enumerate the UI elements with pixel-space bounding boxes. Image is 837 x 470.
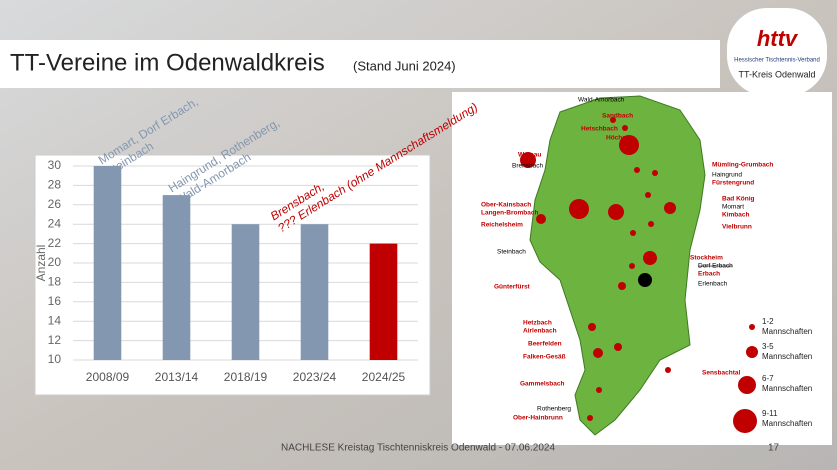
logo-org: Hessischer Tischtennis-Verband bbox=[734, 58, 820, 64]
title-bar bbox=[0, 40, 720, 88]
y-axis-label: Anzahl bbox=[34, 245, 48, 282]
y-tick-label: 12 bbox=[48, 333, 62, 347]
map-legend-label: Mannschaften bbox=[762, 352, 812, 361]
map-label: Mümling-Grumbach bbox=[712, 162, 773, 169]
map-legend-label: 9-11 bbox=[762, 409, 778, 418]
map-label: Sensbachtal bbox=[702, 370, 740, 377]
y-tick-label: 26 bbox=[48, 197, 62, 211]
bar bbox=[231, 224, 260, 360]
x-tick-label: 2013/14 bbox=[155, 370, 199, 384]
map-label: Höchst bbox=[606, 135, 629, 142]
bar bbox=[93, 166, 122, 360]
map-legend-label: 6-7 bbox=[762, 374, 774, 383]
y-tick-label: 18 bbox=[48, 275, 62, 289]
map-legend-label: Mannschaften bbox=[762, 327, 812, 336]
bar bbox=[162, 195, 191, 360]
map-label: Stockheim bbox=[690, 255, 723, 262]
logo bbox=[727, 8, 827, 96]
map-label: Haingrund bbox=[712, 172, 742, 179]
map-label: Ober-Hainbrunn bbox=[513, 415, 563, 422]
map-label: Fürstengrund bbox=[712, 180, 754, 187]
map-label: Bad König bbox=[722, 196, 755, 203]
map-label: Momart bbox=[722, 204, 744, 211]
map-legend-markers bbox=[733, 324, 758, 433]
map-label: Dorf Erbach bbox=[698, 263, 733, 270]
y-tick-label: 30 bbox=[48, 158, 62, 172]
map-label: Beerfelden bbox=[528, 341, 562, 348]
y-tick-label: 14 bbox=[48, 313, 62, 327]
x-tick-label: 2008/09 bbox=[86, 370, 130, 384]
x-tick-label: 2018/19 bbox=[224, 370, 268, 384]
x-tick-label: 2023/24 bbox=[293, 370, 337, 384]
map-label: Steinbach bbox=[497, 249, 526, 256]
map-label: Ober-Kainsbach bbox=[481, 202, 531, 209]
y-tick-label: 22 bbox=[48, 236, 62, 250]
map-region bbox=[529, 95, 706, 436]
map-label: Kimbach bbox=[722, 212, 749, 219]
logo-mark: httv bbox=[757, 26, 799, 51]
map-label: Airlenbach bbox=[523, 328, 557, 335]
map-legend-label: 3-5 bbox=[762, 342, 774, 351]
map-legend-label: Mannschaften bbox=[762, 384, 812, 393]
map-label: Langen-Brombach bbox=[481, 210, 538, 217]
map-label: Gammelsbach bbox=[520, 381, 564, 388]
y-tick-label: 16 bbox=[48, 294, 62, 308]
map-label: Brensbach bbox=[512, 163, 543, 170]
subtitle: (Stand Juni 2024) bbox=[353, 58, 456, 73]
map-markers bbox=[520, 117, 676, 421]
map-label: Rothenberg bbox=[537, 406, 571, 413]
map-label: Hetzbach bbox=[523, 320, 552, 327]
y-tick-label: 20 bbox=[48, 255, 62, 269]
y-tick-label: 28 bbox=[48, 178, 62, 192]
map-label: Wald-Amorbach bbox=[578, 97, 625, 104]
map-label: Sandbach bbox=[602, 113, 633, 120]
logo-district: TT-Kreis Odenwald bbox=[738, 69, 815, 79]
bar bbox=[300, 224, 329, 360]
map-label: Erlenbach bbox=[698, 281, 728, 288]
y-tick-label: 10 bbox=[48, 352, 62, 366]
map-label: Erbach bbox=[698, 271, 720, 278]
bar bbox=[369, 243, 398, 360]
map-label: Günterfürst bbox=[494, 284, 531, 291]
title: TT-Vereine im Odenwaldkreis bbox=[10, 49, 325, 76]
y-tick-label: 24 bbox=[48, 216, 62, 230]
map-legend-label: Mannschaften bbox=[762, 419, 812, 428]
map-label: Wersau bbox=[518, 152, 541, 159]
map-label: Falken-Gesäß bbox=[523, 354, 566, 361]
x-tick-label: 2024/25 bbox=[362, 370, 406, 384]
map-label: Reichelsheim bbox=[481, 222, 523, 229]
footer: NACHLESE Kreistag Tischtenniskreis Odenw… bbox=[281, 443, 555, 454]
map-label: Hetschbach bbox=[581, 126, 618, 133]
map-legend-label: 1-2 bbox=[762, 317, 774, 326]
page-number: 17 bbox=[768, 443, 780, 454]
map-label: Vielbrunn bbox=[722, 224, 752, 231]
